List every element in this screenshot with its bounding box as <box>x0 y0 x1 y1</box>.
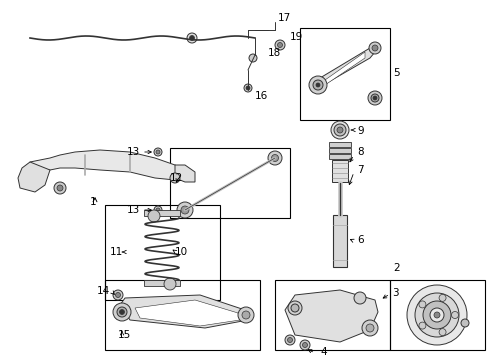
Bar <box>105 280 260 350</box>
Text: 16: 16 <box>255 91 268 101</box>
Circle shape <box>285 335 295 345</box>
Text: 14: 14 <box>97 286 110 296</box>
Circle shape <box>242 311 250 319</box>
Bar <box>105 205 220 300</box>
Circle shape <box>291 304 299 312</box>
Circle shape <box>288 301 302 315</box>
Bar <box>144 210 180 216</box>
Polygon shape <box>318 45 375 88</box>
Circle shape <box>419 301 426 308</box>
Circle shape <box>430 308 444 322</box>
Circle shape <box>368 91 382 105</box>
Text: 10: 10 <box>175 247 188 257</box>
Circle shape <box>369 42 381 54</box>
Bar <box>329 154 351 159</box>
Bar <box>390 280 485 350</box>
Circle shape <box>415 293 459 337</box>
Bar <box>329 142 351 147</box>
Circle shape <box>190 36 195 41</box>
Bar <box>333 215 347 267</box>
Circle shape <box>302 342 308 347</box>
Circle shape <box>271 154 278 162</box>
Text: 1: 1 <box>90 197 97 207</box>
Circle shape <box>113 303 131 321</box>
Circle shape <box>461 319 469 327</box>
Circle shape <box>154 148 162 156</box>
Circle shape <box>313 80 323 90</box>
Circle shape <box>156 150 160 154</box>
Circle shape <box>407 285 467 345</box>
Circle shape <box>309 76 327 94</box>
Circle shape <box>371 94 379 102</box>
Polygon shape <box>30 150 185 180</box>
Circle shape <box>331 121 349 139</box>
Bar <box>144 280 180 286</box>
Circle shape <box>154 206 162 214</box>
Polygon shape <box>285 290 378 342</box>
Circle shape <box>170 173 180 183</box>
Bar <box>300 28 390 120</box>
Circle shape <box>275 40 285 50</box>
Circle shape <box>164 278 176 290</box>
Circle shape <box>246 86 250 90</box>
Circle shape <box>120 310 124 315</box>
Polygon shape <box>135 300 240 326</box>
Circle shape <box>451 311 459 319</box>
Text: 12: 12 <box>170 173 183 183</box>
Polygon shape <box>120 295 248 328</box>
Bar <box>275 280 390 350</box>
Circle shape <box>238 307 254 323</box>
Text: 4: 4 <box>320 347 327 357</box>
Text: 8: 8 <box>357 147 364 157</box>
Text: 19: 19 <box>290 32 303 42</box>
Text: 5: 5 <box>393 68 400 78</box>
Text: 18: 18 <box>268 48 281 58</box>
Circle shape <box>249 54 257 62</box>
Circle shape <box>354 292 366 304</box>
Bar <box>332 160 348 182</box>
Text: 7: 7 <box>357 165 364 175</box>
Text: 3: 3 <box>392 288 399 298</box>
Text: 11: 11 <box>110 247 123 257</box>
Circle shape <box>57 185 63 191</box>
Circle shape <box>419 322 426 329</box>
Circle shape <box>439 294 446 301</box>
Circle shape <box>156 208 160 212</box>
Circle shape <box>366 324 374 332</box>
Polygon shape <box>18 162 50 192</box>
Circle shape <box>116 292 121 297</box>
Circle shape <box>268 151 282 165</box>
Circle shape <box>373 96 377 100</box>
Polygon shape <box>325 52 365 85</box>
Circle shape <box>288 338 293 342</box>
Circle shape <box>334 124 346 136</box>
Polygon shape <box>175 165 195 182</box>
Circle shape <box>54 182 66 194</box>
Text: 13: 13 <box>127 147 140 157</box>
Text: 13: 13 <box>127 205 140 215</box>
Circle shape <box>244 84 252 92</box>
Text: 17: 17 <box>278 13 291 23</box>
Circle shape <box>187 33 197 43</box>
Circle shape <box>362 320 378 336</box>
Circle shape <box>181 206 189 214</box>
Circle shape <box>337 127 343 133</box>
Text: 9: 9 <box>357 126 364 136</box>
Text: 6: 6 <box>357 235 364 245</box>
Bar <box>170 148 290 218</box>
Circle shape <box>372 45 378 51</box>
Circle shape <box>439 329 446 336</box>
Circle shape <box>434 312 440 318</box>
Circle shape <box>423 301 451 329</box>
Circle shape <box>117 307 127 317</box>
Circle shape <box>300 340 310 350</box>
Bar <box>329 148 351 153</box>
Circle shape <box>277 42 283 48</box>
Circle shape <box>148 210 160 222</box>
Circle shape <box>316 83 320 87</box>
Text: 15: 15 <box>118 330 131 340</box>
Circle shape <box>113 290 123 300</box>
Circle shape <box>177 202 193 218</box>
Text: 2: 2 <box>393 263 400 273</box>
